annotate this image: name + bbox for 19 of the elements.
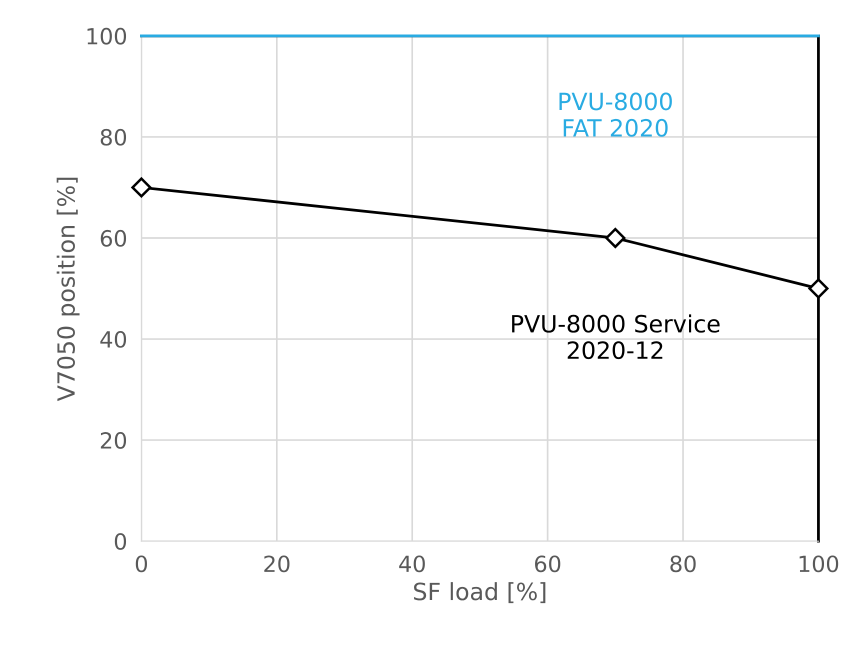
point — [808, 278, 829, 299]
x-tick-label: 80 — [670, 555, 696, 572]
y-tick-label: 40 — [100, 330, 126, 348]
y-tick-label: 20 — [100, 432, 126, 449]
x-axis-title: SF load [%] — [414, 582, 546, 604]
x-tick-label: 20 — [264, 555, 290, 572]
y-tick-label: 80 — [100, 128, 126, 146]
point — [605, 228, 626, 248]
x-tick-label: 100 — [800, 555, 838, 572]
point — [131, 177, 152, 198]
x-tick-label: 40 — [399, 555, 425, 572]
y-tick-label: 100 — [88, 28, 126, 45]
x-tick-label: 60 — [535, 555, 560, 572]
text: PVU-8000 Service 2020-12 — [512, 314, 720, 360]
y-axis-title: V7050 position [%] — [56, 178, 80, 402]
y-tick-label: 0 — [114, 533, 126, 550]
x-tick-label: 0 — [136, 555, 147, 572]
y-tick-label: 60 — [100, 230, 126, 247]
text: PVU-8000 FAT 2020 — [560, 92, 672, 137]
